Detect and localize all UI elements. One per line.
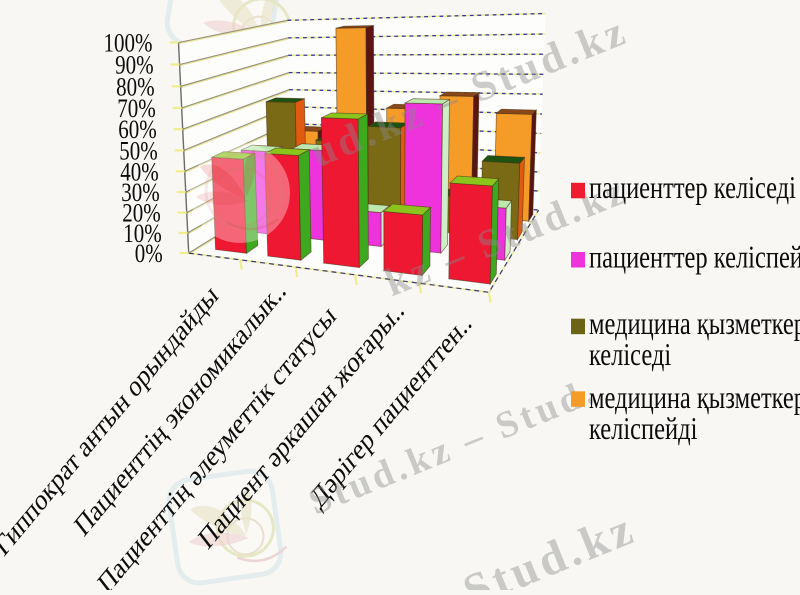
svg-text:90%: 90% — [115, 51, 153, 80]
svg-text:70%: 70% — [117, 95, 155, 124]
svg-text:медицина қызметкерлері: медицина қызметкерлері — [589, 381, 800, 416]
svg-text:келіспейді: келіспейді — [589, 412, 698, 447]
svg-text:пациенттер келіспейді: пациенттер келіспейді — [589, 241, 800, 276]
svg-text:30%: 30% — [121, 179, 159, 208]
svg-text:медицина қызметкерлері: медицина қызметкерлері — [589, 307, 800, 342]
svg-text:80%: 80% — [116, 73, 154, 102]
svg-text:20%: 20% — [122, 199, 160, 228]
svg-text:100%: 100% — [104, 29, 153, 58]
svg-text:пациенттер келіседі: пациенттер келіседі — [589, 171, 796, 206]
svg-text:50%: 50% — [119, 137, 157, 166]
svg-text:10%: 10% — [123, 220, 161, 249]
svg-text:0%: 0% — [135, 240, 163, 269]
svg-text:келіседі: келіседі — [589, 338, 671, 373]
svg-text:40%: 40% — [120, 158, 158, 187]
svg-text:60%: 60% — [118, 116, 156, 145]
